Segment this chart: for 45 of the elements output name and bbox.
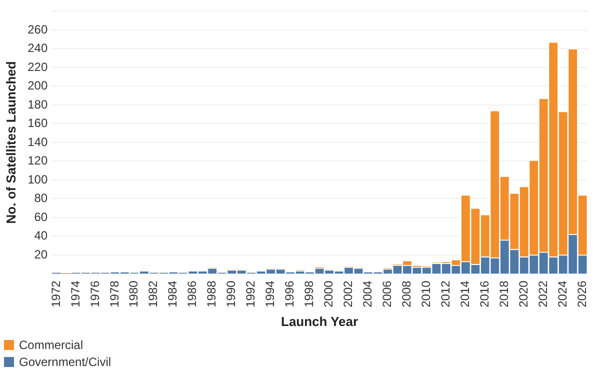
x-tick-label: 2022 [536,280,550,308]
x-tick-label: 2008 [400,280,414,308]
x-tick-label: 1974 [68,280,82,308]
x-tick-label: 1986 [185,280,200,308]
x-tick-label: 1978 [107,280,122,308]
y-tick-label: 20 [34,247,48,262]
x-tick-label: 1992 [244,280,258,308]
x-tick-label: 1982 [146,280,160,308]
y-tick-label: 220 [28,60,48,74]
y-axis-title: No. of Satellites Launched [3,61,18,224]
x-tick-label: 2018 [496,280,511,308]
x-tick-label: 2024 [555,280,570,308]
y-tick-label: 100 [28,172,48,186]
x-axis-title: Launch Year [280,314,358,329]
x-tick-label: 1988 [204,280,219,308]
x-tick-label: 1972 [48,280,63,308]
x-tick-label: 1990 [224,280,238,308]
y-tick-label: 200 [28,78,48,93]
x-tick-label: 2020 [516,280,530,308]
x-tick-label: 2000 [322,280,336,308]
x-tick-label: 1998 [302,280,316,308]
x-tick-label: 2004 [360,280,375,308]
x-tick-label: 1994 [263,280,278,308]
y-tick-label: 40 [34,228,48,243]
x-tick-label: 2012 [438,280,452,308]
x-tick-label: 1976 [88,280,102,308]
y-tick-label: 140 [28,134,48,149]
y-tick-label: 260 [28,22,48,36]
y-tick-label: 80 [34,191,48,206]
legend-label: Government/Civil [19,354,112,368]
x-tick-label: 1984 [166,280,180,308]
x-tick-label: 2026 [574,280,589,308]
y-tick-label: 180 [28,97,48,112]
x-tick-label: 2016 [477,280,492,308]
y-tick-label: 240 [28,41,48,56]
x-tick-label: 1996 [282,280,297,308]
y-tick-label: 60 [34,210,48,224]
legend-label: Commercial [19,338,84,352]
x-tick-label: 1980 [126,280,141,308]
x-tick-label: 2010 [419,280,434,308]
y-tick-label: 120 [28,154,48,168]
x-tick-label: 2014 [458,280,472,308]
x-tick-label: 2006 [380,280,394,308]
y-tick-label: 160 [28,116,48,130]
x-tick-label: 2002 [341,280,356,308]
